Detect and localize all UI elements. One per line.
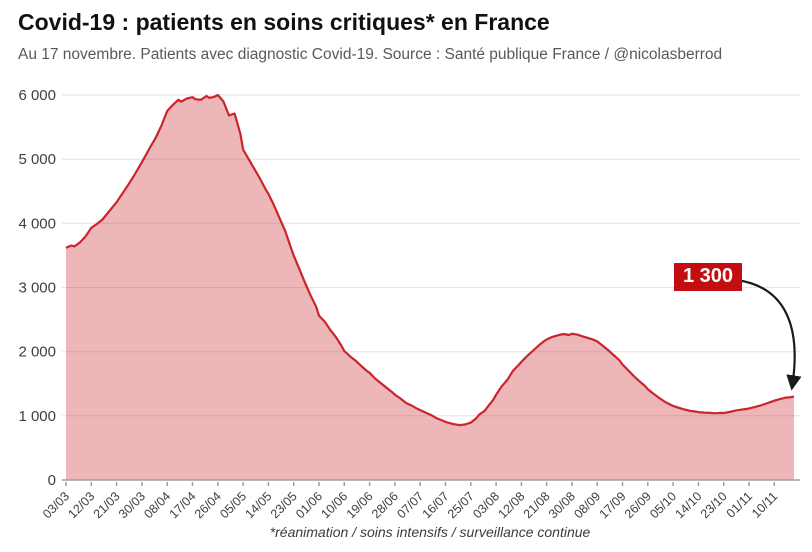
x-tick-label: 28/06	[369, 489, 401, 521]
x-tick-label: 19/06	[344, 489, 376, 521]
chart-subtitle: Au 17 novembre. Patients avec diagnostic…	[18, 46, 723, 63]
x-tick-label: 26/09	[622, 489, 654, 521]
annotation-badge: 1 300	[674, 263, 743, 291]
x-tick-label: 16/07	[420, 489, 452, 521]
y-tick-label: 1 000	[18, 408, 56, 425]
trend-arrow	[736, 278, 802, 391]
x-tick-label: 17/09	[597, 489, 629, 521]
y-tick-label: 6 000	[18, 87, 56, 104]
x-tick-label: 14/10	[673, 489, 705, 521]
x-tick-label: 05/05	[217, 489, 249, 521]
y-tick-label: 3 000	[18, 280, 56, 297]
x-tick-label: 25/07	[445, 489, 477, 521]
x-tick-label: 23/10	[698, 489, 730, 521]
x-tick-label: 01/06	[293, 489, 325, 521]
footnote: *réanimation / soins intensifs / surveil…	[269, 524, 591, 540]
x-axis-labels: 03/0312/0321/0330/0308/0417/0426/0405/05…	[40, 489, 780, 521]
x-tick-label: 10/11	[749, 489, 780, 520]
x-tick-label: 30/03	[116, 489, 148, 521]
y-gridlines	[62, 94, 800, 417]
chart-title: Covid-19 : patients en soins critiques* …	[18, 9, 550, 35]
x-tick-label: 14/05	[243, 489, 275, 521]
area-series	[65, 93, 795, 480]
x-tick-label: 03/08	[470, 489, 502, 521]
x-tick-label: 21/03	[91, 489, 123, 521]
x-tick-label: 17/04	[167, 489, 199, 521]
x-tick-label: 05/10	[647, 489, 679, 521]
x-axis	[62, 479, 800, 486]
x-tick-label: 21/08	[521, 489, 553, 521]
series-line	[65, 93, 795, 427]
x-tick-label: 07/07	[394, 489, 426, 521]
x-tick-label: 12/03	[65, 489, 97, 521]
x-tick-label: 08/09	[571, 489, 603, 521]
x-tick-label: 08/04	[141, 489, 173, 521]
y-tick-label: 5 000	[18, 151, 56, 168]
y-tick-label: 4 000	[18, 215, 56, 232]
x-tick-label: 03/03	[40, 489, 72, 521]
x-tick-label: 26/04	[192, 489, 224, 521]
y-tick-label: 0	[48, 472, 56, 489]
x-tick-label: 12/08	[496, 489, 528, 521]
x-tick-label: 30/08	[546, 489, 578, 521]
x-tick-label: 23/05	[268, 489, 300, 521]
y-axis-labels: 0 1 000 2 000 3 000 4 000 5 000 6 000	[18, 87, 56, 489]
x-tick-label: 01/11	[724, 489, 755, 520]
annotation-arrow	[736, 278, 802, 391]
series-area-fill	[66, 95, 794, 480]
y-tick-label: 2 000	[18, 344, 56, 361]
x-tick-label: 10/06	[318, 489, 350, 521]
